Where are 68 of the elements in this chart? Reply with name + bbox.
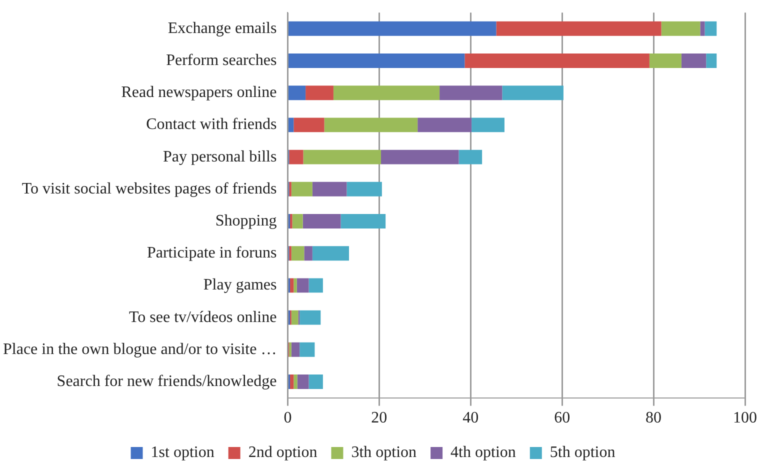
bar	[304, 246, 312, 261]
bar	[661, 21, 700, 36]
x-tick-label: 60	[554, 410, 570, 427]
bar	[308, 278, 323, 293]
bar	[300, 310, 321, 325]
y-tick-label: Search for new friends/knowledge	[56, 372, 277, 390]
bar	[502, 86, 564, 100]
bar	[700, 21, 705, 36]
bar	[291, 310, 298, 325]
bar	[303, 150, 382, 164]
legend-label: 5th option	[550, 444, 616, 462]
legend-label: 2nd option	[248, 444, 318, 462]
bar	[291, 246, 304, 261]
y-tick-label: Perform searches	[166, 52, 277, 69]
bar	[290, 374, 294, 389]
y-tick-label: To visit social websites pages of friends	[22, 180, 277, 198]
bar	[296, 278, 309, 293]
y-tick-label: Shopping	[215, 212, 277, 230]
bar	[706, 54, 717, 68]
y-tick-label: Participate in foruns	[146, 244, 277, 262]
y-tick-label: Play games	[203, 276, 277, 294]
bar	[681, 54, 706, 68]
bar	[288, 54, 465, 68]
x-tick-label: 20	[371, 410, 388, 427]
bar	[704, 21, 717, 36]
bar	[312, 246, 349, 261]
y-tick-label: Exchange emails	[168, 20, 277, 37]
y-tick-label: Place in the own blogue and/or to visite …	[2, 340, 277, 358]
bar	[289, 150, 304, 164]
x-tick-label: 0	[284, 410, 292, 427]
legend-label: 4th option	[450, 444, 516, 462]
x-tick-label: 100	[733, 410, 757, 427]
bar	[458, 150, 482, 164]
bar	[418, 118, 472, 132]
bar	[472, 118, 504, 132]
x-tick-label: 80	[646, 410, 662, 427]
bar	[381, 150, 459, 164]
bar	[294, 118, 324, 132]
bar	[292, 214, 303, 228]
bar	[288, 21, 496, 36]
bar	[496, 21, 662, 36]
bar	[308, 374, 323, 389]
bar	[297, 374, 309, 389]
bar	[306, 86, 334, 100]
x-tick-label: 40	[462, 410, 479, 427]
bar	[333, 86, 440, 100]
bar	[324, 118, 418, 132]
legend-label: 3th option	[351, 444, 417, 462]
bar	[294, 374, 298, 389]
bar	[340, 214, 386, 228]
bar	[288, 86, 306, 100]
bar	[346, 182, 382, 196]
y-tick-label: To see tv/vídeos online	[128, 308, 277, 326]
bar	[294, 278, 297, 293]
bar	[649, 54, 682, 68]
y-tick-label: Read newspapers online	[121, 84, 277, 102]
bar	[300, 342, 315, 357]
y-tick-label: Pay personal bills	[162, 148, 277, 166]
bar	[288, 118, 294, 132]
y-tick-label: Contact with friends	[146, 116, 277, 134]
bar	[291, 342, 300, 357]
bar	[464, 54, 650, 68]
bar	[312, 182, 347, 196]
bar	[302, 214, 341, 228]
legend-label: 1st option	[150, 444, 214, 462]
bar	[291, 182, 312, 196]
bar	[290, 278, 294, 293]
bar	[440, 86, 502, 100]
